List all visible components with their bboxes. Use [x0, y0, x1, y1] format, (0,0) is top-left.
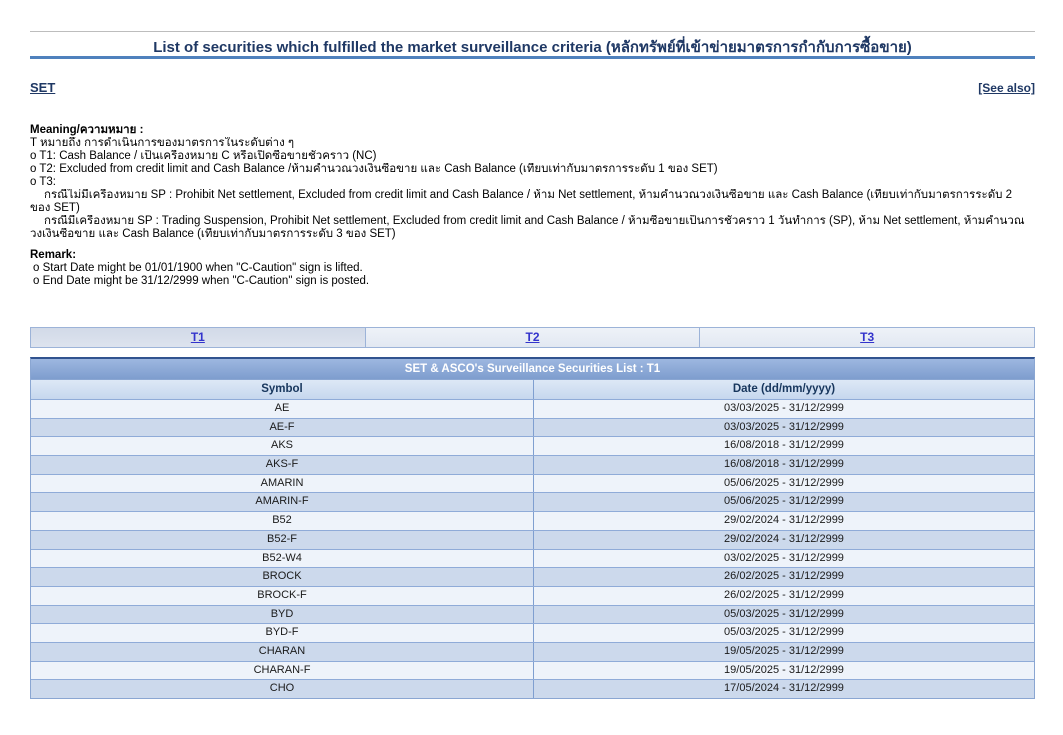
table-row: AE 03/03/2025 - 31/12/2999	[31, 399, 1034, 418]
date-cell: 16/08/2018 - 31/12/2999	[724, 439, 844, 452]
date-cell: 26/02/2025 - 31/12/2999	[724, 588, 844, 601]
remark-line: o Start Date might be 01/01/1900 when "C…	[33, 262, 363, 274]
symbol-cell: AKS	[31, 437, 534, 456]
tab-label[interactable]: T3	[860, 330, 875, 344]
date-cell: 19/05/2025 - 31/12/2999	[724, 644, 844, 657]
date-cell: 29/02/2024 - 31/12/2999	[724, 514, 844, 527]
meaning-line: o T2: Excluded from credit limit and Cas…	[30, 163, 718, 175]
meaning-line: กรณีมีเครื่องหมาย SP : Trading Suspensio…	[44, 215, 1025, 227]
remark-lines: o Start Date might be 01/01/1900 when "C…	[30, 262, 1035, 288]
meaning-line: T หมายถึง การดำเนินการของมาตรการในระดับต…	[30, 137, 295, 149]
remark-heading: Remark:	[30, 249, 77, 261]
title-underline	[30, 56, 1035, 59]
date-cell: 05/03/2025 - 31/12/2999	[724, 626, 844, 639]
surveillance-table: SET & ASCO's Surveillance Securities Lis…	[30, 357, 1035, 699]
table-row: AMARIN-F 05/06/2025 - 31/12/2999	[31, 492, 1034, 512]
level-tabs: T1 T2 T3	[30, 327, 1035, 348]
tab-label[interactable]: T1	[190, 330, 205, 344]
meaning-heading: Meaning/ความหมาย :	[30, 124, 144, 136]
column-header-date: Date (dd/mm/yyyy)	[732, 383, 836, 395]
meaning-line: กรณีไม่มีเครื่องหมาย SP : Prohibit Net s…	[44, 189, 1013, 201]
symbol-cell: B52-F	[31, 530, 534, 549]
symbol-cell: BROCK	[31, 568, 534, 586]
table-title: SET & ASCO's Surveillance Securities Lis…	[31, 359, 1034, 379]
symbol-cell: CHARAN	[31, 642, 534, 661]
table-row: B52-W4 03/02/2025 - 31/12/2999	[31, 548, 1034, 568]
date-cell: 17/05/2024 - 31/12/2999	[724, 682, 844, 695]
date-cell: 19/05/2025 - 31/12/2999	[724, 663, 844, 676]
table-row: AKS 16/08/2018 - 31/12/2999	[31, 436, 1034, 456]
date-cell: 05/06/2025 - 31/12/2999	[724, 495, 844, 508]
date-cell: 03/03/2025 - 31/12/2999	[724, 402, 844, 414]
symbol-cell: CHO	[31, 680, 534, 698]
column-header-symbol: Symbol	[31, 380, 534, 399]
table-row: AKS-F 16/08/2018 - 31/12/2999	[31, 455, 1034, 474]
symbol-cell: B52-W4	[31, 549, 534, 568]
remark-line: o End Date might be 31/12/2999 when "C-C…	[33, 275, 370, 287]
symbol-cell: AE	[31, 400, 534, 418]
meaning-section: Meaning/ความหมาย : T หมายถึง การดำเนินกา…	[30, 124, 1060, 241]
meaning-line: o T1: Cash Balance / เป็นเครื่องหมาย C ห…	[30, 150, 377, 162]
meaning-lines: T หมายถึง การดำเนินการของมาตรการในระดับต…	[30, 137, 1060, 241]
symbol-cell: AE-F	[31, 418, 534, 437]
tab-label[interactable]: T2	[525, 330, 540, 344]
meaning-line: o T3:	[30, 176, 56, 188]
table-row: CHARAN 19/05/2025 - 31/12/2999	[31, 641, 1034, 661]
page-title: List of securities which fulfilled the m…	[153, 39, 912, 56]
table-row: BYD-F 05/03/2025 - 31/12/2999	[31, 623, 1034, 642]
date-cell: 05/03/2025 - 31/12/2999	[724, 607, 844, 620]
tab-t3[interactable]: T3	[700, 328, 1035, 347]
meaning-line: วงเงินซื้อขาย และ Cash Balance (เทียบเท่…	[30, 228, 396, 240]
table-row: BROCK-F 26/02/2025 - 31/12/2999	[31, 585, 1034, 605]
table-row: BROCK 26/02/2025 - 31/12/2999	[31, 567, 1034, 586]
table-row: CHARAN-F 19/05/2025 - 31/12/2999	[31, 660, 1034, 680]
tab-t1[interactable]: T1	[31, 328, 366, 347]
symbol-cell: AMARIN	[31, 474, 534, 493]
table-body: AE 03/03/2025 - 31/12/2999 AE-F 03/03/2025 …	[31, 399, 1034, 698]
date-cell: 03/03/2025 - 31/12/2999	[724, 420, 844, 433]
see-also-link[interactable]: [See also]	[978, 81, 1035, 95]
date-cell: 05/06/2025 - 31/12/2999	[724, 476, 844, 489]
date-cell: 16/08/2018 - 31/12/2999	[724, 458, 844, 471]
date-cell: 03/02/2025 - 31/12/2999	[724, 551, 844, 564]
table-row: AMARIN 05/06/2025 - 31/12/2999	[31, 473, 1034, 493]
symbol-cell: BROCK-F	[31, 586, 534, 605]
table-row: AE-F 03/03/2025 - 31/12/2999	[31, 417, 1034, 437]
symbol-cell: CHARAN-F	[31, 661, 534, 680]
symbol-cell: B52	[31, 512, 534, 530]
date-cell: 29/02/2024 - 31/12/2999	[724, 532, 844, 545]
tab-t2[interactable]: T2	[365, 328, 701, 347]
symbol-cell: AMARIN-F	[31, 493, 534, 512]
table-column-headers: Symbol Date (dd/mm/yyyy)	[31, 379, 1034, 399]
remark-section: Remark: o Start Date might be 01/01/1900…	[30, 249, 1035, 288]
table-row: CHO 17/05/2024 - 31/12/2999	[31, 679, 1034, 698]
symbol-cell: BYD-F	[31, 624, 534, 642]
meaning-line: ของ SET)	[30, 202, 80, 214]
symbol-cell: BYD	[31, 605, 534, 624]
date-cell: 26/02/2025 - 31/12/2999	[724, 570, 844, 583]
table-row: BYD 05/03/2025 - 31/12/2999	[31, 604, 1034, 624]
top-divider	[30, 31, 1035, 32]
table-row: B52-F 29/02/2024 - 31/12/2999	[31, 529, 1034, 549]
symbol-cell: AKS-F	[31, 456, 534, 474]
set-link[interactable]: SET	[30, 80, 56, 95]
table-row: B52 29/02/2024 - 31/12/2999	[31, 511, 1034, 530]
